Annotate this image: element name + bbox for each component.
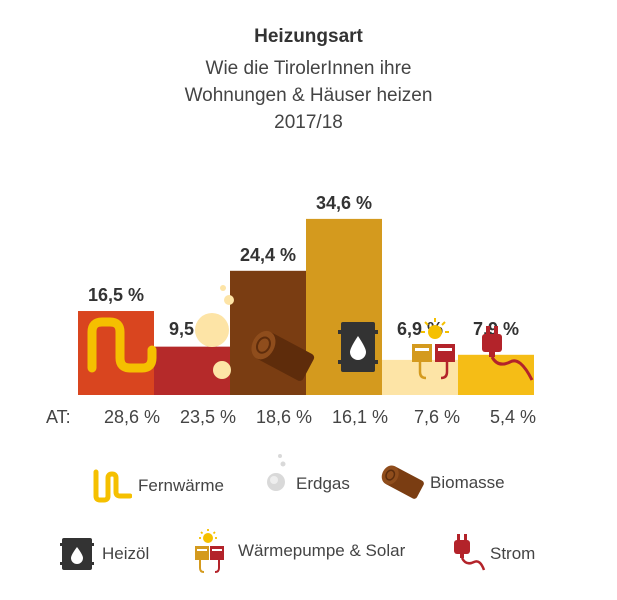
- gas-bubbles-icon: [267, 454, 286, 491]
- power-plug-icon: [454, 534, 486, 571]
- value-label-biomasse: 24,4 %: [240, 245, 296, 265]
- legend-label-heizoel: Heizöl: [102, 544, 150, 563]
- legend-item-waermepumpe: Wärmepumpe & Solar: [188, 528, 405, 574]
- legend-item-strom: Strom: [448, 532, 535, 576]
- value-label-fernwaerme: 16,5 %: [88, 285, 144, 305]
- legend-item-biomasse: Biomasse: [378, 462, 505, 504]
- value-label-heizoel: 34,6 %: [316, 193, 372, 213]
- legend-item-heizoel: Heizöl: [58, 536, 149, 572]
- heat-pump-solar-icon: [195, 529, 224, 573]
- legend-item-erdgas: Erdgas: [262, 452, 350, 498]
- oil-barrel-icon: [338, 322, 378, 372]
- legend-label-biomasse: Biomasse: [430, 473, 505, 492]
- legend-label-erdgas: Erdgas: [296, 474, 350, 493]
- comparison-label: AT:: [46, 407, 71, 427]
- chart-subtitle-line-1: Wie die TirolerInnen ihre: [205, 58, 412, 79]
- legend-label-waermepumpe: Wärmepumpe & Solar: [238, 541, 406, 560]
- power-plug-icon: [482, 326, 534, 381]
- legend-item-fernwaerme: Fernwärme: [92, 468, 224, 504]
- chart-subtitle-line-3: 2017/18: [274, 112, 343, 133]
- legend-label-strom: Strom: [490, 544, 536, 563]
- comparison-value-fernwaerme: 28,6 %: [103, 407, 161, 427]
- log-icon: [381, 465, 424, 499]
- chart-subtitle-line-2: Wohnungen & Häuser heizen: [184, 85, 433, 106]
- bar-chart: 16,5 %9,5 %24,4 %34,6 %6,9 % 7,9 %: [78, 193, 534, 395]
- comparison-value-heizoel: 16,1 %: [331, 407, 389, 427]
- pipe-icon: [87, 317, 157, 373]
- chart-title: Heizungsart: [254, 26, 363, 47]
- comparison-value-strom: 5,4 %: [489, 407, 537, 427]
- comparison-value-biomasse: 18,6 %: [255, 407, 313, 427]
- comparison-row: AT: 28,6 % 23,5 % 18,6 % 16,1 % 7,6 % 5,…: [0, 407, 617, 431]
- log-icon: [251, 330, 315, 381]
- oil-barrel-icon: [60, 538, 94, 570]
- comparison-value-waermepumpe: 7,6 %: [413, 407, 461, 427]
- comparison-value-erdgas: 23,5 %: [179, 407, 237, 427]
- legend-label-fernwaerme: Fernwärme: [138, 476, 224, 495]
- gas-bubbles-icon: [195, 285, 234, 379]
- heat-pump-solar-icon: [412, 318, 455, 380]
- pipe-icon: [93, 469, 132, 503]
